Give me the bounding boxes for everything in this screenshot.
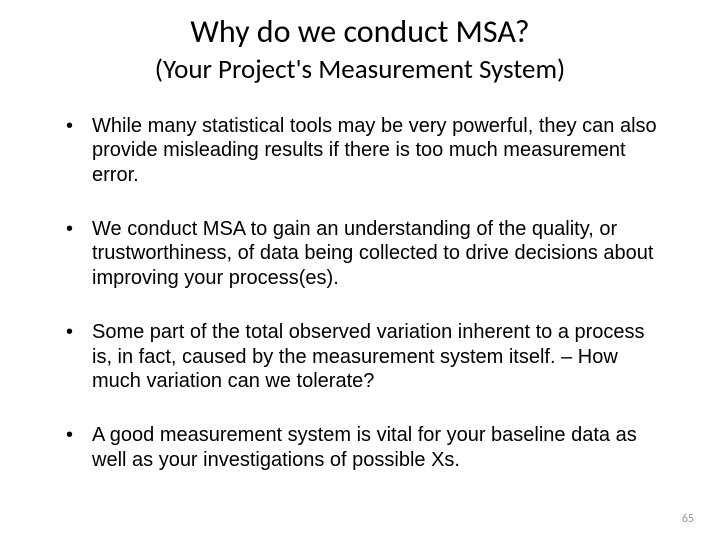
bullet-item: We conduct MSA to gain an understanding … (62, 217, 670, 290)
slide-container: Why do we conduct MSA? (Your Project's M… (0, 0, 720, 540)
bullet-list: While many statistical tools may be very… (50, 114, 670, 472)
page-number: 65 (682, 512, 694, 526)
bullet-item: A good measurement system is vital for y… (62, 423, 670, 472)
slide-title: Why do we conduct MSA? (50, 14, 670, 51)
bullet-item: Some part of the total observed variatio… (62, 320, 670, 393)
slide-subtitle: (Your Project's Measurement System) (50, 53, 670, 86)
bullet-item: While many statistical tools may be very… (62, 114, 670, 187)
